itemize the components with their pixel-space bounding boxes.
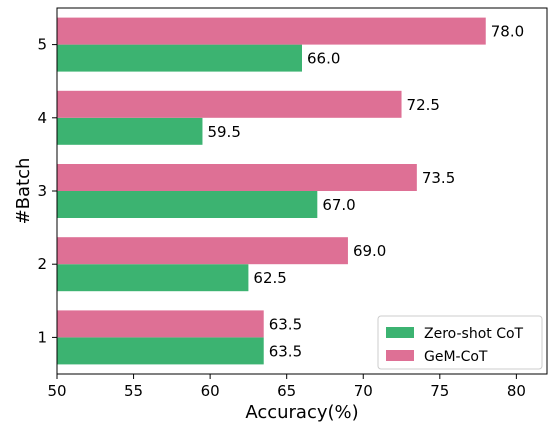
legend-label-gem-cot: GeM-CoT [424,349,488,365]
x-tick-label: 75 [430,382,449,400]
legend-box [377,315,543,370]
y-tick-label: 1 [37,328,47,346]
data-label: 59.5 [207,123,240,141]
data-label: 62.5 [253,269,286,287]
y-tick-label: 2 [37,255,47,273]
data-labels-group: 63.5 63.5 62.5 69.0 67.0 73.5 59.5 72.5 66.0 78.0 [207,23,524,361]
data-label: 73.5 [422,169,455,187]
y-tick-label: 4 [37,109,47,127]
bar-zero-shot-cot [57,264,249,292]
bar-zero-shot-cot [57,337,264,365]
x-axis-ticks: 50 55 60 65 70 75 80 [47,374,526,400]
bar-zero-shot-cot [57,44,302,72]
bar-gem-cot [57,310,264,338]
bars-group [57,17,486,365]
data-label: 66.0 [307,50,340,68]
bar-gem-cot [57,237,348,265]
x-tick-label: 60 [201,382,220,400]
data-label: 69.0 [353,242,386,260]
legend-swatch-gem-cot [386,350,414,361]
data-label: 63.5 [269,342,302,360]
legend: Zero-shot CoT GeM-CoT [377,315,543,370]
x-tick-label: 55 [124,382,143,400]
x-tick-label: 80 [507,382,526,400]
bar-gem-cot [57,90,402,118]
data-label: 63.5 [269,315,302,333]
y-tick-label: 5 [37,36,47,54]
x-tick-label: 65 [277,382,296,400]
bar-gem-cot [57,17,486,45]
legend-swatch-zero-shot-cot [386,327,414,338]
bar-zero-shot-cot [57,191,318,218]
x-axis-title: Accuracy(%) [245,402,358,423]
y-tick-label: 3 [37,182,47,200]
bar-zero-shot-cot [57,117,203,145]
y-axis-title: #Batch [13,158,34,225]
data-label: 67.0 [322,196,355,214]
bar-gem-cot [57,164,417,191]
data-label: 72.5 [407,96,440,114]
y-axis-ticks: 1 2 3 4 5 [37,36,57,346]
x-tick-label: 50 [47,382,66,400]
legend-label-zero-shot-cot: Zero-shot CoT [424,326,524,342]
data-label: 78.0 [491,23,524,41]
x-tick-label: 70 [354,382,373,400]
